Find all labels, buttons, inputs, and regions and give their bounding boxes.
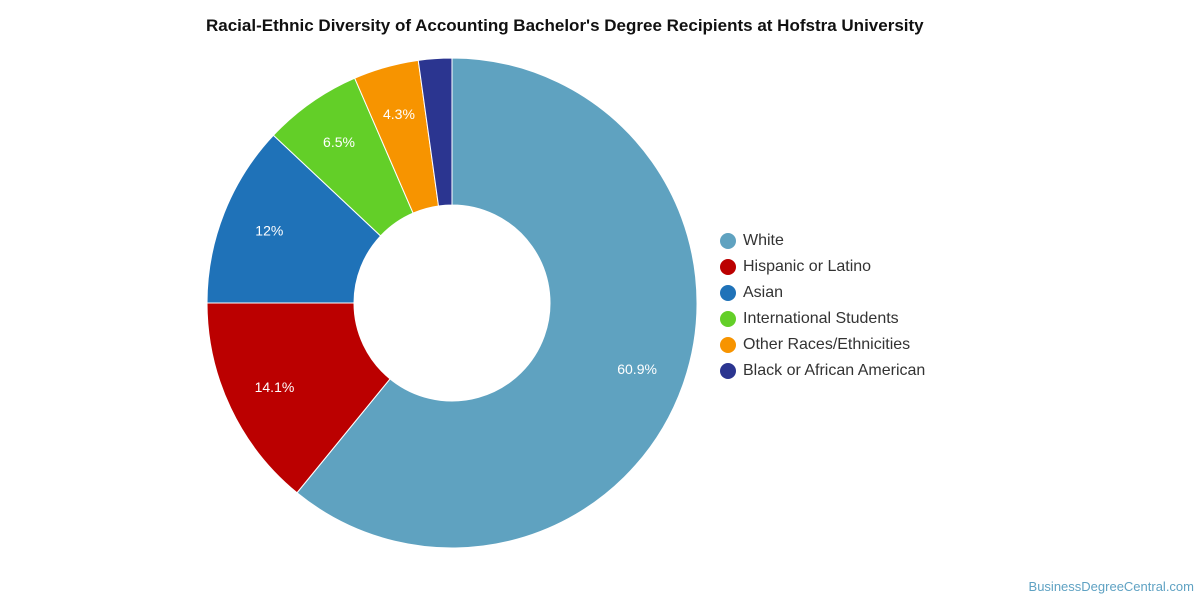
legend-swatch [720,259,736,275]
legend-label: Black or African American [743,362,926,379]
source-credit[interactable]: BusinessDegreeCentral.com [1028,579,1194,594]
legend-item[interactable]: Black or African American [720,358,925,384]
slice-black-or-african-american[interactable] [417,57,453,207]
legend-label: International Students [743,310,899,327]
slice-label: 60.9% [617,361,657,377]
slice-white[interactable] [296,57,698,549]
slice-label: 4.3% [383,106,415,122]
legend-swatch [720,311,736,327]
legend-swatch [720,233,736,249]
legend-swatch [720,337,736,353]
slice-label: 6.5% [323,134,355,150]
slice-label: 12% [255,223,283,239]
slice-asian[interactable] [206,134,382,304]
chart-legend: White Hispanic or Latino Asian Internationa… [720,228,925,384]
legend-item[interactable]: International Students [720,306,925,332]
legend-item[interactable]: White [720,228,925,254]
chart-title: Racial-Ethnic Diversity of Accounting Ba… [206,16,924,35]
slice-label: 14.1% [255,379,295,395]
legend-item[interactable]: Asian [720,280,925,306]
legend-item[interactable]: Hispanic or Latino [720,254,925,280]
legend-swatch [720,285,736,301]
legend-label: Hispanic or Latino [743,258,872,275]
legend-label: Other Races/Ethnicities [743,336,911,353]
legend-label: White [743,232,784,249]
legend-swatch [720,363,736,379]
legend-label: Asian [743,284,784,301]
legend-item[interactable]: Other Races/Ethnicities [720,332,925,358]
slice-hispanic-or-latino[interactable] [206,302,391,494]
